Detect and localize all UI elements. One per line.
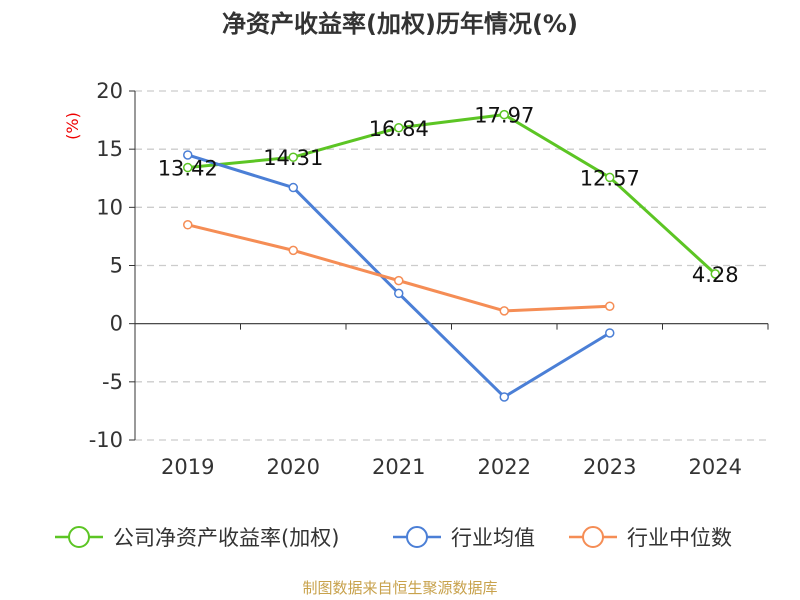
- data-label: 14.31: [263, 146, 323, 170]
- data-point: [288, 182, 298, 193]
- gridlines: [135, 90, 768, 441]
- series-lines: [183, 109, 720, 402]
- legend[interactable]: 公司净资产收益率(加权) 行业均值 行业中位数: [55, 526, 732, 550]
- y-tick-label: 5: [110, 254, 123, 278]
- legend-item-0[interactable]: 公司净资产收益率(加权): [55, 526, 339, 550]
- y-tick-label: 20: [96, 79, 123, 103]
- legend-marker-icon: [582, 526, 604, 548]
- legend-label: 行业中位数: [627, 526, 732, 550]
- data-label: 12.57: [580, 166, 640, 190]
- x-tick-label-2021: 2021: [372, 455, 425, 479]
- legend-item-2[interactable]: 行业中位数: [569, 526, 732, 550]
- legend-marker-icon: [68, 526, 90, 548]
- legend-label: 行业均值: [451, 526, 535, 550]
- x-tick-label-2019: 2019: [161, 455, 214, 479]
- data-point: [605, 328, 615, 338]
- data-point: [183, 220, 193, 230]
- axes: 20 15 10 5 0 -5 -10 2019 2020 2021 2022 2023 2024: [89, 79, 769, 479]
- x-tick-label-2024: 2024: [689, 455, 742, 479]
- data-point: [288, 152, 298, 162]
- x-tick-label-2023: 2023: [583, 455, 636, 479]
- data-point: [499, 109, 509, 120]
- series-line-0: [187, 113, 717, 275]
- y-axis-unit-label: (%): [63, 112, 82, 140]
- legend-item-1[interactable]: 行业均值: [393, 526, 535, 550]
- data-label: 13.42: [158, 157, 218, 181]
- legend-label: 公司净资产收益率(加权): [113, 526, 339, 550]
- data-point: [605, 172, 615, 183]
- data-label: 16.84: [369, 117, 429, 141]
- data-label: 4.28: [692, 263, 739, 287]
- data-point: [499, 392, 509, 402]
- data-point: [605, 301, 615, 311]
- data-point: [288, 245, 298, 256]
- data-label: 17.97: [474, 104, 534, 128]
- data-point: [394, 275, 404, 286]
- data-point: [394, 288, 404, 299]
- data-point: [394, 123, 404, 133]
- y-tick-label: 0: [110, 312, 123, 336]
- y-tick-label: 15: [96, 137, 123, 161]
- data-point: [183, 162, 193, 173]
- y-tick-label: -10: [89, 428, 123, 452]
- x-tick-label-2020: 2020: [267, 455, 320, 479]
- y-tick-label: -5: [102, 370, 123, 394]
- legend-marker-icon: [406, 526, 428, 548]
- x-tick-label-2022: 2022: [478, 455, 531, 479]
- data-point: [710, 269, 720, 279]
- data-point: [183, 150, 193, 160]
- source-note: 制图数据来自恒生聚源数据库: [302, 579, 497, 597]
- y-tick-label: 10: [96, 195, 123, 219]
- data-labels: 13.42 14.31 16.84 17.97 12.57 4.28: [158, 104, 739, 287]
- chart-title: 净资产收益率(加权)历年情况(%): [222, 10, 578, 38]
- data-point: [499, 306, 509, 316]
